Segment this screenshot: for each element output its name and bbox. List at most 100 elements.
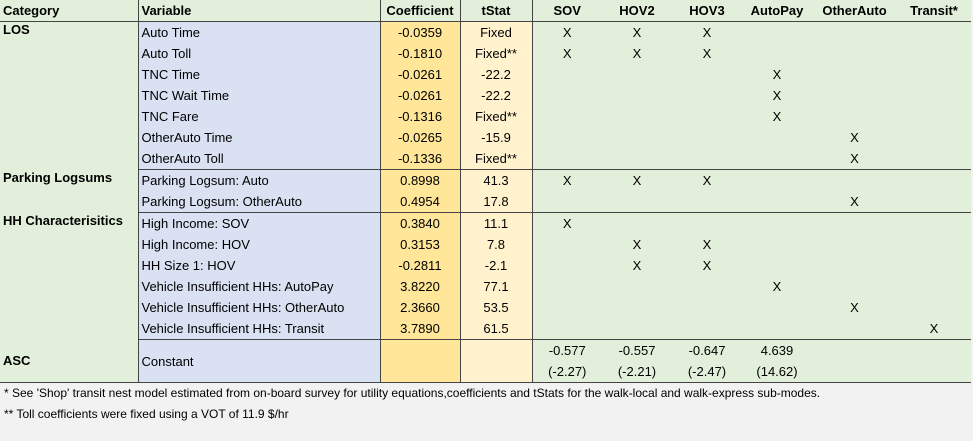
variable-cell: Auto Time <box>138 21 381 43</box>
mode-mark-cell: X <box>672 43 742 64</box>
header-tstat: tStat <box>460 0 533 22</box>
mode-mark-cell <box>812 169 897 191</box>
mode-mark-cell <box>897 64 971 85</box>
asc-tstat: (-2.47) <box>687 364 727 379</box>
table-row: High Income: HOV 0.3153 7.8 X X <box>0 234 971 255</box>
asc-value-cell: -0.647 (-2.47) <box>672 339 742 383</box>
mode-mark-cell <box>602 191 672 213</box>
mode-mark-cell <box>602 127 672 148</box>
mode-mark-cell <box>897 85 971 106</box>
header-mode-autopay: AutoPay <box>742 0 812 22</box>
asc-value-cell: -0.557 (-2.21) <box>602 339 672 383</box>
coefficient-cell: 0.3153 <box>380 234 461 255</box>
mode-mark-cell: X <box>742 276 812 297</box>
mode-mark-cell <box>532 255 602 276</box>
mode-mark-cell <box>742 127 812 148</box>
mode-mark-cell <box>602 64 672 85</box>
asc-tstat: (14.62) <box>756 364 798 379</box>
coefficient-cell: -0.2811 <box>380 255 461 276</box>
table-row: Vehicle Insufficient HHs: Transit 3.7890 6… <box>0 318 971 340</box>
mode-mark-cell <box>812 85 897 106</box>
mode-mark-cell: X <box>532 43 602 64</box>
mode-mark-cell <box>532 106 602 127</box>
category-cell: HH Characterisitics <box>0 212 139 340</box>
mode-mark-cell <box>897 297 971 318</box>
mode-mark-cell: X <box>532 21 602 43</box>
mode-mark-cell: X <box>672 169 742 191</box>
mode-mark-cell: X <box>812 127 897 148</box>
asc-coefficient: -0.557 <box>618 343 656 358</box>
tstat-cell: Fixed** <box>460 43 533 64</box>
mode-mark-cell <box>672 106 742 127</box>
mode-mark-cell <box>742 191 812 213</box>
tstat-cell: -22.2 <box>460 85 533 106</box>
tstat-cell: 53.5 <box>460 297 533 318</box>
mode-mark-cell <box>897 191 971 213</box>
mode-mark-cell <box>897 43 971 64</box>
header-mode-sov: SOV <box>532 0 602 22</box>
mode-mark-cell <box>532 318 602 340</box>
asc-coefficient <box>815 340 894 361</box>
variable-cell: Vehicle Insufficient HHs: Transit <box>138 318 381 340</box>
mode-mark-cell <box>897 212 971 234</box>
coefficient-cell: 3.7890 <box>380 318 461 340</box>
mode-mark-cell <box>742 234 812 255</box>
mode-mark-cell <box>672 191 742 213</box>
mode-mark-cell <box>897 234 971 255</box>
table-row: TNC Fare -0.1316 Fixed** X <box>0 106 971 127</box>
mode-mark-cell <box>812 21 897 43</box>
mode-mark-cell <box>602 297 672 318</box>
mode-mark-cell: X <box>602 169 672 191</box>
variable-cell: High Income: HOV <box>138 234 381 255</box>
mode-mark-cell <box>742 212 812 234</box>
coefficient-cell: 3.8220 <box>380 276 461 297</box>
mode-mark-cell: X <box>532 169 602 191</box>
coefficient-cell: -0.1810 <box>380 43 461 64</box>
table-body: LOS Auto Time -0.0359 Fixed X X X Auto Toll -0.1… <box>0 21 971 383</box>
header-mode-hov2: HOV2 <box>602 0 672 22</box>
asc-value-cell: 4.639 (14.62) <box>742 339 812 383</box>
asc-coefficient: -0.577 <box>548 343 586 358</box>
asc-tstat <box>900 361 968 382</box>
tstat-cell: -22.2 <box>460 64 533 85</box>
tstat-cell: Fixed <box>460 21 533 43</box>
category-cell: ASC <box>0 339 139 383</box>
tstat-cell: Fixed** <box>460 148 533 170</box>
header-mode-hov3: HOV3 <box>672 0 742 22</box>
mode-mark-cell: X <box>602 255 672 276</box>
header-row: Category Variable Coefficient tStat SOV … <box>0 0 971 22</box>
table-row: Auto Toll -0.1810 Fixed** X X X <box>0 43 971 64</box>
mode-mark-cell <box>812 234 897 255</box>
mode-mark-cell: X <box>812 191 897 213</box>
mode-mark-cell <box>532 234 602 255</box>
table-row: Vehicle Insufficient HHs: AutoPay 3.8220 7… <box>0 276 971 297</box>
variable-cell: OtherAuto Toll <box>138 148 381 170</box>
mode-mark-cell <box>812 276 897 297</box>
coefficient-cell: -0.0359 <box>380 21 461 43</box>
mode-mark-cell: X <box>812 148 897 170</box>
category-cell: Parking Logsums <box>0 169 139 213</box>
mode-mark-cell <box>532 64 602 85</box>
header-variable: Variable <box>138 0 381 22</box>
mode-mark-cell <box>602 318 672 340</box>
asc-coefficient <box>900 340 968 361</box>
mode-mark-cell <box>897 148 971 170</box>
mode-mark-cell <box>532 297 602 318</box>
tstat-cell: 7.8 <box>460 234 533 255</box>
mode-mark-cell <box>532 127 602 148</box>
asc-tstat: (-2.27) <box>548 364 587 379</box>
mode-mark-cell <box>742 148 812 170</box>
mode-mark-cell <box>742 21 812 43</box>
mode-mark-cell: X <box>602 21 672 43</box>
header-mode-transit: Transit* <box>897 0 971 22</box>
mode-mark-cell <box>897 255 971 276</box>
mode-mark-cell: X <box>672 21 742 43</box>
asc-coefficient: -0.647 <box>688 343 726 358</box>
coefficient-cell: -0.1316 <box>380 106 461 127</box>
variable-cell: Parking Logsum: OtherAuto <box>138 191 381 213</box>
table-row: OtherAuto Toll -0.1336 Fixed** X <box>0 148 971 170</box>
mode-mark-cell: X <box>812 297 897 318</box>
mode-mark-cell <box>602 148 672 170</box>
mode-mark-cell <box>742 318 812 340</box>
header-mode-otherauto: OtherAuto <box>812 0 897 22</box>
